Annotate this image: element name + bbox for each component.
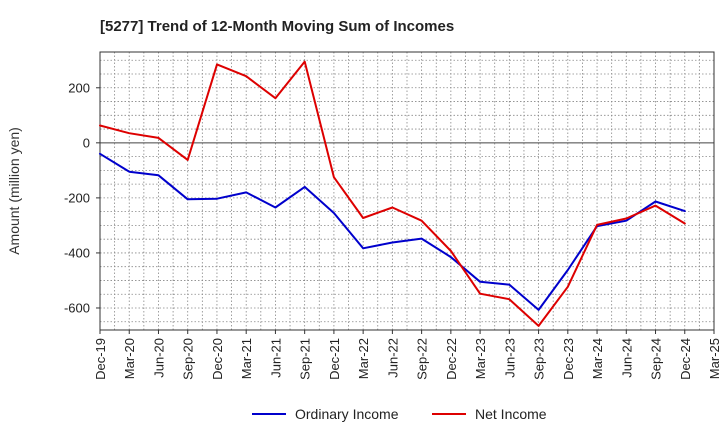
series-line-net-income: [99, 60, 686, 327]
y-tick-label: -600: [64, 300, 90, 315]
legend-label: Ordinary Income: [295, 406, 399, 422]
x-tick-label: Sep-22: [415, 338, 430, 380]
x-tick-label: Sep-24: [649, 338, 664, 380]
x-tick-label: Jun-24: [619, 338, 634, 378]
y-tick-label: -200: [64, 190, 90, 205]
x-tick-label: Dec-19: [93, 338, 108, 380]
x-tick-label: Mar-21: [239, 338, 254, 379]
y-axis-label: Amount (million yen): [6, 127, 22, 255]
series-layer: [99, 60, 686, 327]
x-tick-label: Dec-23: [561, 338, 576, 380]
legend: Ordinary Income Net Income: [252, 406, 547, 422]
x-tick-label: Dec-20: [210, 338, 225, 380]
x-tick-label: Dec-22: [444, 338, 459, 380]
y-tick-label: 0: [83, 135, 90, 150]
plot-frame: [99, 51, 715, 331]
x-tick-label: Mar-25: [707, 338, 720, 379]
x-tick-label: Sep-23: [532, 338, 547, 380]
legend-label: Net Income: [475, 406, 547, 422]
x-tick-label: Dec-21: [327, 338, 342, 380]
y-tick-label: -400: [64, 245, 90, 260]
chart-title: [5277] Trend of 12-Month Moving Sum of I…: [100, 18, 454, 35]
x-tick-label: Mar-24: [590, 338, 605, 379]
x-tick-label: Jun-21: [268, 338, 283, 378]
x-tick-label: Sep-21: [298, 338, 313, 380]
series-line-ordinary-income: [99, 152, 686, 311]
x-tick-label: Mar-20: [122, 338, 137, 379]
x-tick-label: Mar-23: [473, 338, 488, 379]
x-tick-label: Dec-24: [678, 338, 693, 380]
x-tick-label: Jun-20: [151, 338, 166, 378]
axes: [99, 51, 715, 331]
grid: [99, 52, 715, 330]
x-tick-label: Jun-22: [385, 338, 400, 378]
x-tick-label: Jun-23: [502, 338, 517, 378]
x-tick-label: Mar-22: [356, 338, 371, 379]
tick-labels: 200 0 -200 -400 -600 Dec-19 Mar-20 Jun-20 Sep-20…: [64, 80, 720, 380]
x-tick-label: Sep-20: [181, 338, 196, 380]
y-tick-label: 200: [68, 80, 90, 95]
